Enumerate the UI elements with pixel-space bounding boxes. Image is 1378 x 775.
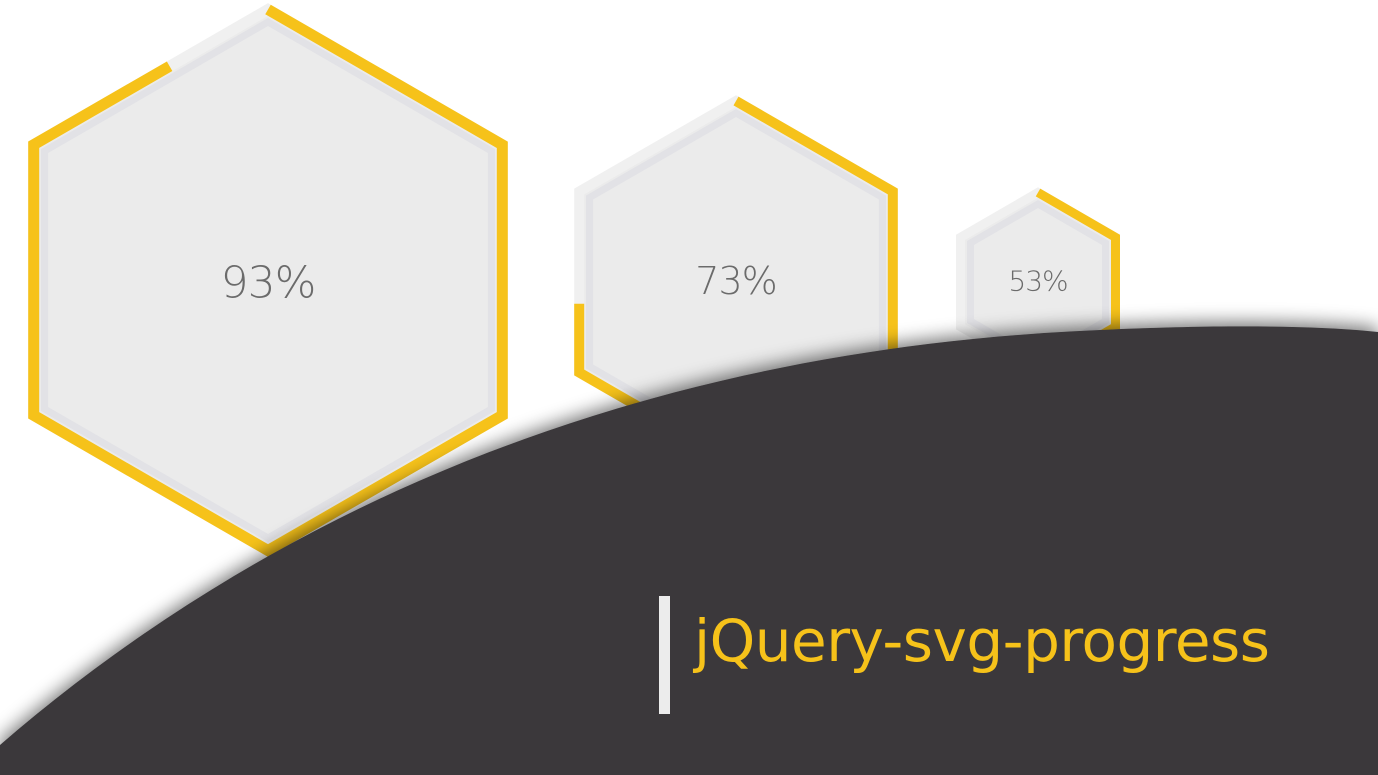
hexagon-progress-93 — [28, 3, 508, 557]
progress-label-73: 73% — [695, 259, 777, 303]
hexagon-inner-border — [41, 17, 495, 543]
dark-curve-path — [0, 326, 1378, 775]
progress-label-53: 53% — [1008, 264, 1068, 298]
progress-label-93: 93% — [220, 257, 317, 309]
progress-arc — [28, 4, 508, 557]
title-accent-bar — [659, 596, 670, 714]
page-title: jQuery-svg-progress — [694, 607, 1270, 675]
